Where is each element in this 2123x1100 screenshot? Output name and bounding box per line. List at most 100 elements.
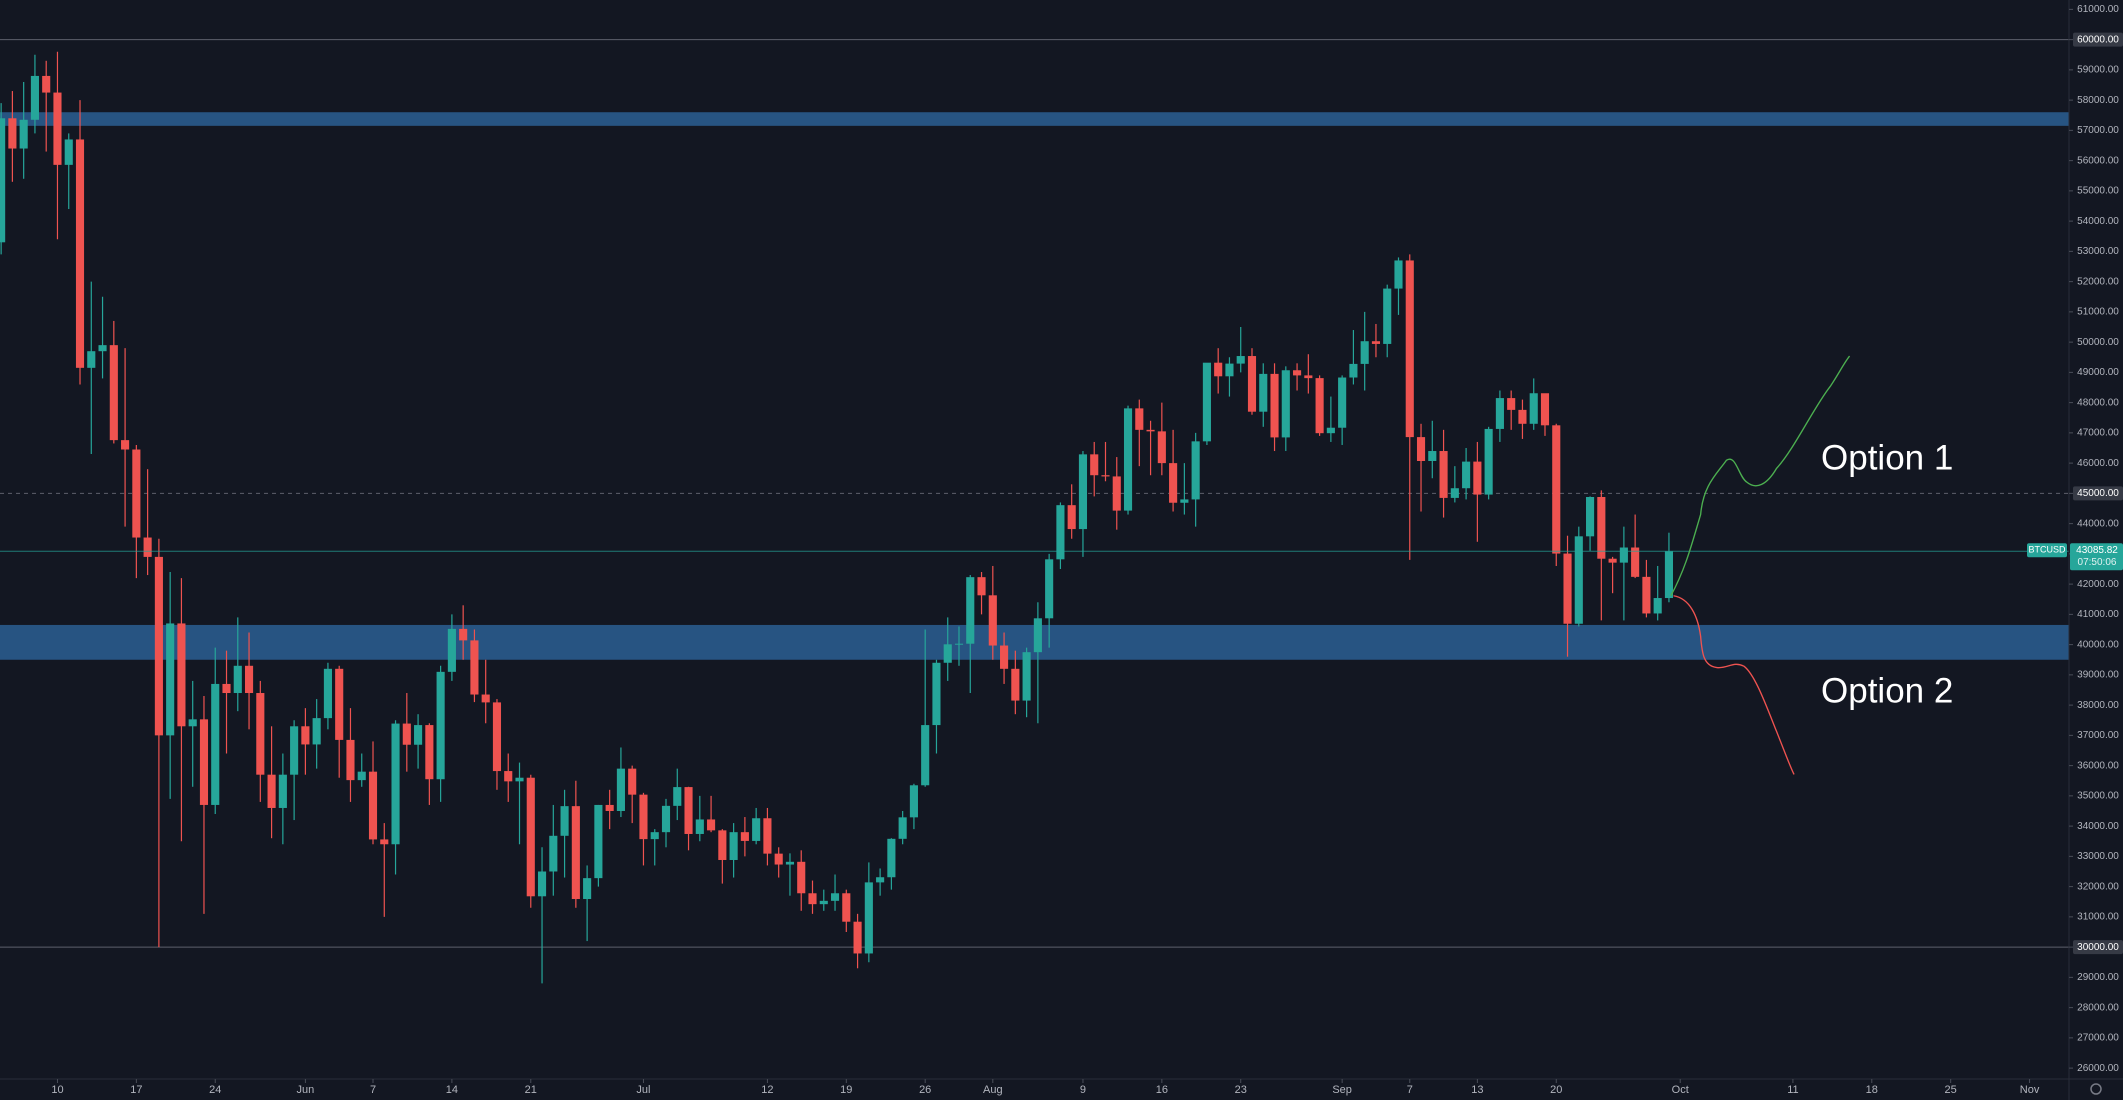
candle-body <box>537 871 547 897</box>
x-tick-label: 24 <box>209 1084 221 1096</box>
option-1-path <box>1670 355 1851 597</box>
candle-body <box>1574 536 1583 624</box>
candle-body <box>549 835 558 872</box>
candle-body <box>718 830 727 860</box>
candle-body <box>1597 496 1606 559</box>
candle-body <box>1090 454 1099 476</box>
candle-body <box>402 723 411 745</box>
candle-body <box>1484 428 1493 495</box>
candle-body <box>177 623 186 727</box>
candle-body <box>1371 341 1381 344</box>
candle-body <box>1608 558 1617 563</box>
y-tick-label: 39000.00 <box>2077 670 2119 681</box>
candle-body <box>1338 377 1347 428</box>
x-tick-label: 9 <box>1080 1084 1086 1096</box>
candle-body <box>740 832 749 841</box>
y-tick-label: 31000.00 <box>2077 912 2119 923</box>
candle-body <box>1045 559 1054 619</box>
candle-body <box>301 726 310 745</box>
candle-body <box>481 694 490 703</box>
candle-body <box>380 839 389 845</box>
x-tick-label: 21 <box>525 1084 537 1096</box>
candle-body <box>1462 461 1471 489</box>
y-tick-label: 49000.00 <box>2077 367 2119 378</box>
x-tick-label: 12 <box>761 1084 773 1096</box>
candle-body <box>1450 488 1459 498</box>
x-tick-label: 20 <box>1550 1084 1562 1096</box>
candle-body <box>785 861 795 865</box>
y-tick-label: 27000.00 <box>2077 1033 2119 1044</box>
candle-body <box>842 893 851 922</box>
candle-body <box>1135 408 1144 430</box>
candle-body <box>1349 363 1358 378</box>
plot-area <box>0 39 2069 984</box>
candle-body <box>1304 375 1313 379</box>
candle-body <box>909 785 918 818</box>
x-tick-label: 26 <box>919 1084 931 1096</box>
candle-body <box>887 838 896 878</box>
candle-body <box>1326 427 1335 434</box>
x-tick-label: Sep <box>1332 1084 1352 1096</box>
candle-body <box>42 75 51 93</box>
x-tick-label: Oct <box>1672 1084 1689 1096</box>
candle-body <box>830 893 840 901</box>
candle-body <box>1270 373 1279 438</box>
candle-body <box>571 806 580 900</box>
candle-body <box>1112 476 1121 511</box>
y-tick-label: 47000.00 <box>2077 428 2119 439</box>
candle-body <box>335 668 344 740</box>
candle-body <box>1180 499 1189 503</box>
candle-body <box>30 75 39 120</box>
candle-body <box>932 662 941 726</box>
candle-body <box>560 806 569 836</box>
y-tick-label: 34000.00 <box>2077 821 2119 832</box>
candle-body <box>1540 393 1550 426</box>
candle-body <box>729 832 738 860</box>
candle-body <box>526 777 535 897</box>
candle-body <box>256 693 265 775</box>
symbol-box <box>2027 543 2067 558</box>
candle-body <box>1157 431 1166 464</box>
candle-body <box>1281 370 1290 438</box>
candle-body <box>357 771 366 781</box>
candle-body <box>966 577 975 644</box>
y-tick-label: 41000.00 <box>2077 609 2119 620</box>
candle-body <box>492 702 502 772</box>
candle-body <box>1428 451 1437 462</box>
y-tick-label: 48000.00 <box>2077 397 2119 408</box>
y-tick-highlight <box>2073 32 2123 47</box>
candle-body <box>323 668 332 719</box>
candle-body <box>1495 398 1504 429</box>
candle-body <box>808 893 817 905</box>
candle-body <box>199 719 209 805</box>
candle-body <box>53 92 62 165</box>
y-tick-label: 61000.00 <box>2077 4 2119 15</box>
candle-body <box>1586 496 1595 537</box>
zone <box>0 112 2069 126</box>
y-tick-label: 30000.00 <box>2077 942 2119 953</box>
candle-body <box>1619 547 1628 563</box>
y-tick-label: 59000.00 <box>2077 65 2119 76</box>
y-tick-label: 40000.00 <box>2077 639 2119 650</box>
candle-body <box>75 139 85 368</box>
candle-body <box>1552 425 1561 554</box>
candle-body <box>1507 398 1516 410</box>
candle-body <box>1000 645 1009 669</box>
settings-icon <box>2090 1083 2102 1095</box>
x-tick-label: 19 <box>840 1084 852 1096</box>
x-tick-label: Jun <box>297 1084 315 1096</box>
candle-body <box>19 119 28 149</box>
y-tick-label: 32000.00 <box>2077 881 2119 892</box>
candle-body <box>211 683 220 805</box>
candle-body <box>64 139 73 165</box>
candle-body <box>594 804 603 879</box>
y-tick-label: 37000.00 <box>2077 730 2119 741</box>
x-tick-label: 10 <box>51 1084 63 1096</box>
candle-body <box>154 556 163 736</box>
candle-body <box>797 861 806 894</box>
x-tick-label: Nov <box>2020 1084 2040 1096</box>
x-tick-label: 16 <box>1156 1084 1168 1096</box>
candle-body <box>1078 454 1088 530</box>
